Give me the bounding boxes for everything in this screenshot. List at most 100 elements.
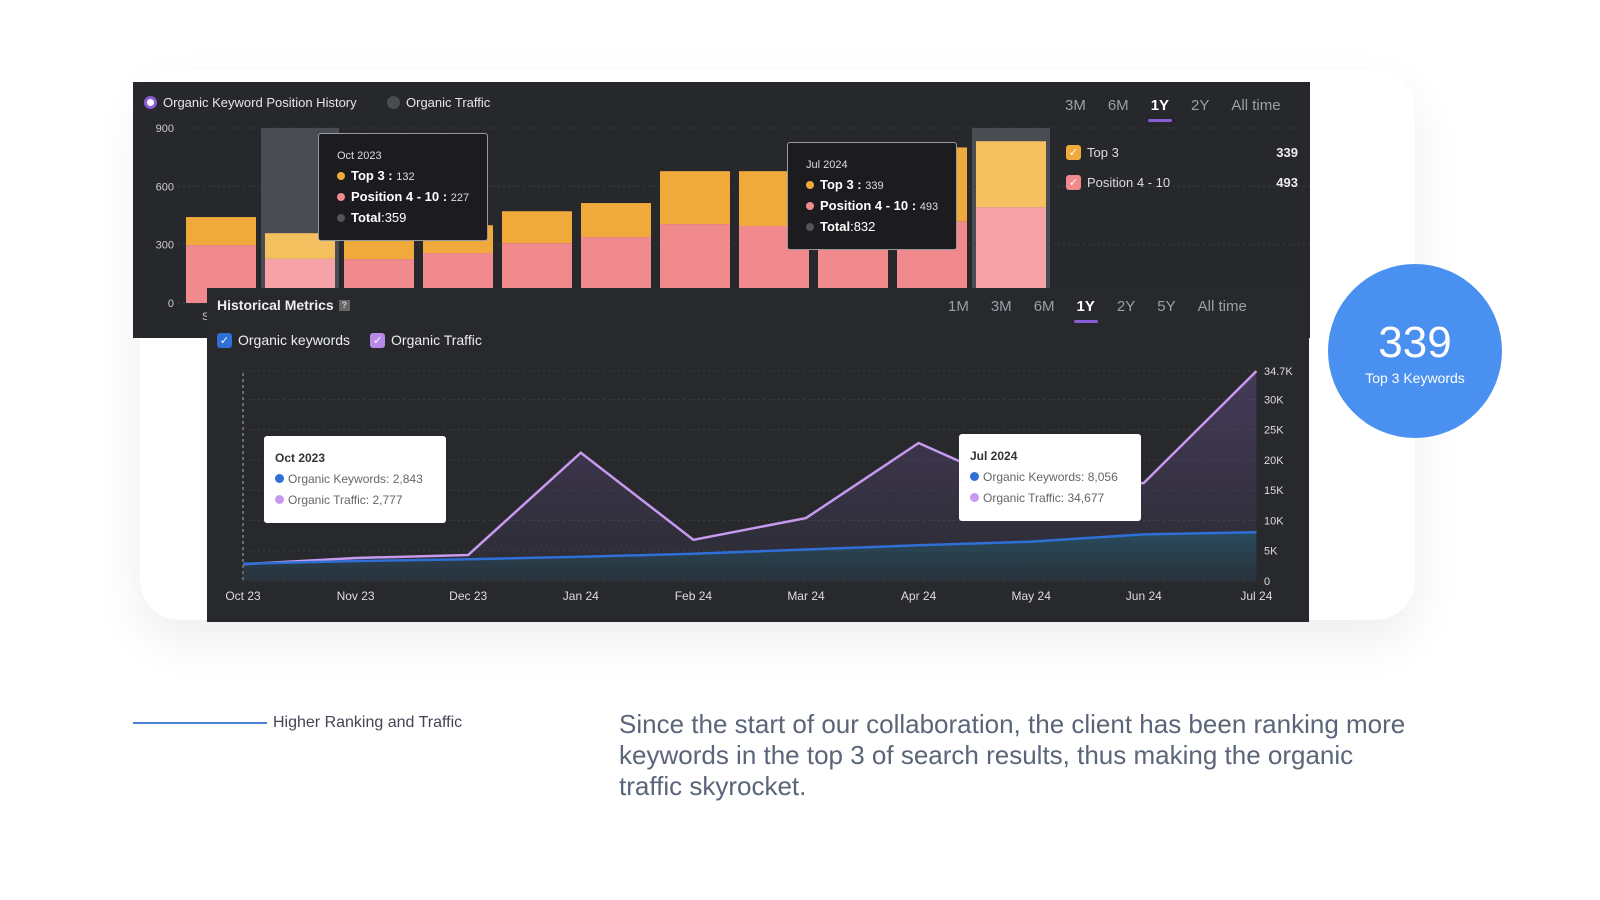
x-tick-label: Jun 24 [1126, 589, 1162, 603]
tooltip-value: :832 [850, 219, 876, 234]
area-traffic [243, 371, 1257, 581]
x-tick-label: Nov 23 [337, 589, 375, 603]
side-legend-label: Position 4 - 10 [1087, 174, 1171, 190]
checkbox-label: Organic Traffic [391, 332, 482, 348]
line-tooltip-jul: Jul 2024 Organic Keywords: 8,056 Organic… [959, 434, 1141, 521]
tooltip-value: Organic Traffic: 2,777 [288, 493, 403, 507]
x-tick-label: Apr 24 [901, 589, 937, 603]
legend-label: Organic Keyword Position History [163, 95, 357, 110]
x-tick-label: May 24 [1012, 589, 1052, 603]
tooltip-date: Jul 2024 [970, 449, 1018, 463]
area-keywords [243, 532, 1257, 581]
tooltip-date: Jul 2024 [806, 159, 848, 171]
y-tick-label: 900 [156, 123, 174, 135]
tooltip-label: Position 4 - 10 : [351, 189, 448, 204]
line-tooltip-oct: Oct 2023 Organic Keywords: 2,843 Organic… [264, 436, 446, 523]
tab-6m[interactable]: 6M [1033, 298, 1055, 315]
tooltip-label: Position 4 - 10 : [820, 198, 917, 213]
position-history-panel: 0 300 600 900 S Organic Keyword Position His… [133, 82, 1310, 338]
side-legend-position[interactable]: ✓ Position 4 - 10 493 [1066, 167, 1298, 197]
y-tick-label: 0 [168, 298, 174, 310]
bar-tooltip-jul: Jul 2024 Top 3 : 339 Position 4 - 10 : 4… [787, 142, 958, 250]
checkbox-icon: ✓ [217, 332, 232, 348]
radio-icon [387, 96, 400, 109]
tooltip-value: Organic Keywords: 2,843 [288, 472, 423, 486]
range-tabs: 3M 6M 1Y 2Y All time [1054, 97, 1292, 122]
legend-organic-traffic[interactable]: Organic Traffic [387, 95, 490, 110]
bar-top3 [186, 217, 256, 246]
checkbox-icon: ✓ [370, 332, 386, 348]
line-chart: 0 5K 10K 15K 20K 25K 30K 34.7K Oct 23 Nov 23 Dec 2… [225, 366, 1293, 603]
tab-1y[interactable]: 1Y [1066, 298, 1106, 323]
tab-3m[interactable]: 3M [1065, 97, 1086, 114]
tab-2y[interactable]: 2Y [1116, 298, 1136, 315]
checkbox-icon: ✓ [1066, 144, 1081, 160]
y-tick-label: 20K [1264, 455, 1284, 467]
legend-label: Organic Traffic [406, 95, 491, 110]
tooltip-label: Total [351, 210, 382, 225]
tooltip-value: 132 [396, 171, 415, 183]
badge-value: 339 [1378, 318, 1452, 367]
tooltip-value: 339 [865, 180, 884, 192]
tab-5y[interactable]: 5Y [1157, 298, 1176, 315]
side-legend-value: 339 [1276, 144, 1298, 160]
tab-1y[interactable]: 1Y [1140, 97, 1180, 122]
line-keywords [242, 530, 1257, 566]
bar-position-4-10 [976, 207, 1046, 303]
y-tick-label: 0 [1264, 576, 1270, 588]
x-tick-label: S [202, 311, 209, 323]
tooltip-value: 493 [919, 201, 939, 213]
side-legend: ✓ Top 3 339 ✓ Position 4 - 10 493 [1066, 137, 1298, 197]
tooltip-value: :359 [381, 210, 407, 225]
tab-all-time[interactable]: All time [1197, 298, 1247, 315]
bar-top3 [502, 211, 572, 244]
caption-divider [133, 722, 267, 724]
caption-label: Higher Ranking and Traffic [273, 714, 463, 731]
checkbox-organic-keywords[interactable]: ✓ Organic keywords [217, 332, 350, 348]
tooltip-date: Oct 2023 [337, 150, 382, 162]
bar-tooltip-oct: Oct 2023 Top 3 : 132 Position 4 - 10 : 2… [318, 133, 489, 241]
help-icon[interactable]: ? [338, 299, 350, 311]
y-tick-label: 15K [1264, 485, 1284, 497]
legend-keyword-position[interactable]: Organic Keyword Position History [144, 95, 357, 110]
tooltip-label: Top 3 : [820, 177, 862, 192]
y-tick-label: 25K [1264, 425, 1284, 437]
caption-text: Since the start of our collaboration, th… [619, 709, 1406, 801]
y-tick-label: 10K [1264, 515, 1284, 527]
tooltip-value: Organic Keywords: 8,056 [983, 470, 1118, 484]
side-legend-label: Top 3 [1087, 144, 1119, 160]
bar-top3 [660, 171, 730, 225]
y-tick-label: 30K [1264, 394, 1284, 406]
checkbox-label: Organic keywords [238, 332, 351, 348]
top3-keywords-badge: 339 Top 3 Keywords [1328, 264, 1502, 438]
tab-all-time[interactable]: All time [1231, 97, 1281, 114]
tab-2y[interactable]: 2Y [1191, 97, 1210, 114]
tab-6m[interactable]: 6M [1107, 97, 1129, 114]
tab-1m[interactable]: 1M [948, 298, 969, 315]
x-tick-label: Jul 24 [1240, 589, 1272, 603]
y-tick-label: 600 [156, 181, 174, 193]
tooltip-value: Organic Traffic: 34,677 [983, 491, 1105, 505]
tooltip-label: Total [820, 219, 851, 234]
y-tick-label: 34.7K [1264, 366, 1293, 378]
historical-metrics-panel: 0 5K 10K 15K 20K 25K 30K 34.7K Oct 23 Nov 23 Dec 2… [207, 288, 1309, 622]
x-tick-label: Mar 24 [787, 589, 825, 603]
side-legend-value: 493 [1276, 174, 1298, 190]
tooltip-value: 227 [450, 192, 470, 204]
checkbox-icon: ✓ [1066, 174, 1081, 190]
tooltip-date: Oct 2023 [275, 451, 326, 465]
radio-selected-icon [144, 96, 157, 109]
side-legend-top3[interactable]: ✓ Top 3 339 [1066, 137, 1298, 167]
x-tick-label: Feb 24 [675, 589, 713, 603]
range-tabs: 1M 3M 6M 1Y 2Y 5Y All time [937, 298, 1258, 323]
panel-title: Historical Metrics [217, 297, 334, 313]
badge-label: Top 3 Keywords [1365, 370, 1465, 386]
bar-top3 [976, 141, 1046, 208]
tooltip-label: Top 3 : [351, 168, 393, 183]
tab-3m[interactable]: 3M [990, 298, 1012, 315]
y-tick-label: 5K [1264, 546, 1278, 558]
x-tick-label: Dec 23 [449, 589, 487, 603]
x-tick-label: Jan 24 [563, 589, 599, 603]
y-tick-label: 300 [156, 240, 174, 252]
checkbox-organic-traffic[interactable]: ✓ Organic Traffic [370, 332, 482, 348]
